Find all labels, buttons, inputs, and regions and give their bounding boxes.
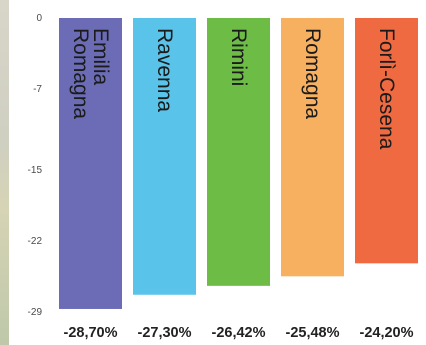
bar: [133, 18, 196, 295]
bar-category-label: Rimini: [227, 28, 250, 86]
bar: [59, 18, 122, 309]
bars: [59, 18, 418, 309]
bar-category-label: Emilia: [89, 28, 112, 85]
y-axis: 0 -7 -15 -22 -29: [28, 13, 43, 318]
left-edge-strip: [0, 0, 9, 345]
y-tick-label: -22: [28, 236, 43, 247]
bar: [207, 18, 270, 286]
bar-category-label: Romagna: [69, 28, 92, 119]
bar-value-label: -28,70%: [63, 325, 117, 341]
bar-value-label: -26,42%: [211, 325, 265, 341]
bar-value-label: -25,48%: [285, 325, 339, 341]
y-tick-label: -15: [28, 165, 43, 176]
value-labels: -28,70% -27,30% -26,42% -25,48% -24,20%: [63, 325, 413, 341]
y-tick-label: -7: [33, 84, 42, 95]
y-tick-label: 0: [36, 13, 42, 24]
bar-category-label: Romagna: [301, 28, 324, 119]
y-tick-label: -29: [28, 307, 43, 318]
bar-category-label: Forlì-Cesena: [375, 28, 398, 150]
bar-value-label: -27,30%: [137, 325, 191, 341]
bar-category-label: Ravenna: [153, 28, 176, 112]
bar-value-label: -24,20%: [359, 325, 413, 341]
bar: [355, 18, 418, 264]
bar: [281, 18, 344, 277]
